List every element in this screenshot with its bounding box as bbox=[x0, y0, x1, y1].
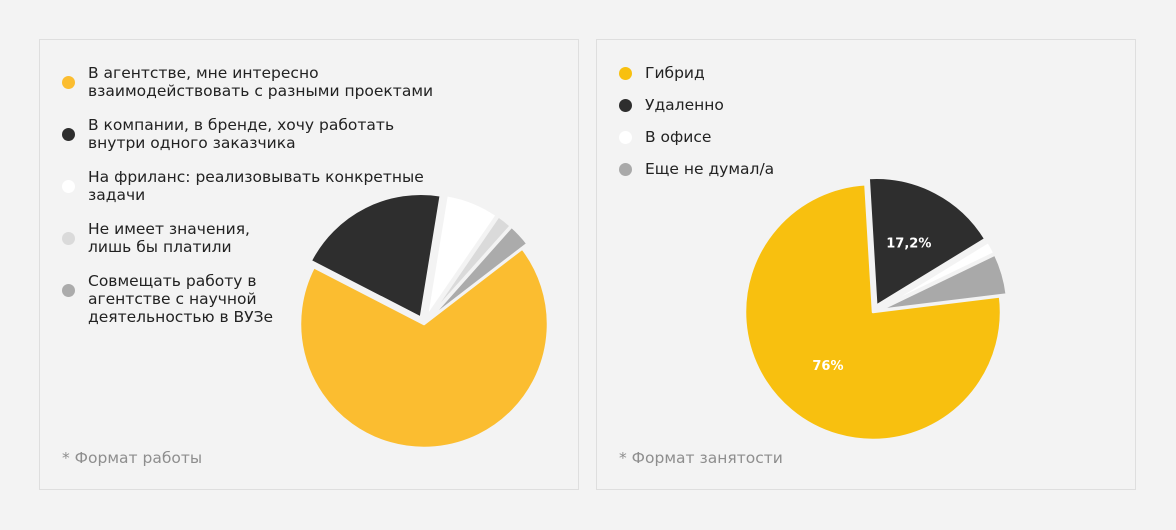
pie-chart: 76% 17,2% bbox=[743, 176, 1009, 442]
chart-panel-employment-format: Гибрид Удаленно В офисе Еще не думал/а *… bbox=[596, 39, 1136, 490]
legend-dot-icon bbox=[62, 76, 75, 89]
legend-item: Совмещать работу в агентстве с научной д… bbox=[62, 272, 288, 326]
footnote: * Формат работы bbox=[62, 449, 203, 467]
legend-dot-icon bbox=[62, 180, 75, 193]
legend-item: Гибрид bbox=[619, 64, 774, 82]
pie-slice bbox=[427, 225, 529, 321]
legend: В агентстве, мне интересно взаимодейство… bbox=[62, 64, 448, 342]
pie-slice bbox=[298, 247, 550, 450]
legend-dot-icon bbox=[619, 163, 632, 176]
legend-dot-icon bbox=[62, 232, 75, 245]
legend: Гибрид Удаленно В офисе Еще не думал/а bbox=[619, 64, 774, 192]
legend-dot-icon bbox=[619, 99, 632, 112]
chart-panel-work-format: В агентстве, мне интересно взаимодейство… bbox=[39, 39, 579, 490]
legend-label: В компании, в бренде, хочу работать внут… bbox=[88, 116, 395, 152]
legend-dot-icon bbox=[619, 131, 632, 144]
legend-item: Не имеет значения, лишь бы платили bbox=[62, 220, 288, 256]
pie-slice bbox=[425, 193, 499, 319]
legend-label: Гибрид bbox=[645, 64, 705, 82]
legend-item: На фриланс: реализовывать конкретные зад… bbox=[62, 168, 448, 204]
legend-label: В офисе bbox=[645, 128, 712, 146]
legend-label: В агентстве, мне интересно взаимодейство… bbox=[88, 64, 434, 100]
pie-slice bbox=[878, 253, 1009, 312]
pie-slice bbox=[867, 176, 987, 308]
legend-dot-icon bbox=[619, 67, 632, 80]
legend-label: Еще не думал/а bbox=[645, 160, 775, 178]
legend-item: Еще не думал/а bbox=[619, 160, 774, 178]
pie-chart bbox=[298, 192, 550, 450]
legend-item: В компании, в бренде, хочу работать внут… bbox=[62, 116, 448, 152]
pie-slice-label: 17,2% bbox=[886, 236, 931, 251]
legend-label: Удаленно bbox=[645, 96, 724, 114]
legend-item: В агентстве, мне интересно взаимодейство… bbox=[62, 64, 448, 100]
legend-dot-icon bbox=[62, 284, 75, 297]
legend-item: Удаленно bbox=[619, 96, 774, 114]
pie-slice bbox=[309, 192, 443, 319]
legend-label: Не имеет значения, лишь бы платили bbox=[88, 220, 250, 256]
legend-dot-icon bbox=[62, 128, 75, 141]
legend-label: Совмещать работу в агентстве с научной д… bbox=[88, 272, 274, 326]
footnote: * Формат занятости bbox=[619, 449, 783, 467]
legend-item: В офисе bbox=[619, 128, 774, 146]
pie-slice bbox=[877, 240, 996, 310]
legend-label: На фриланс: реализовывать конкретные зад… bbox=[88, 168, 424, 204]
pie-slice bbox=[743, 182, 1003, 442]
pie-slice-label: 76% bbox=[812, 359, 843, 374]
